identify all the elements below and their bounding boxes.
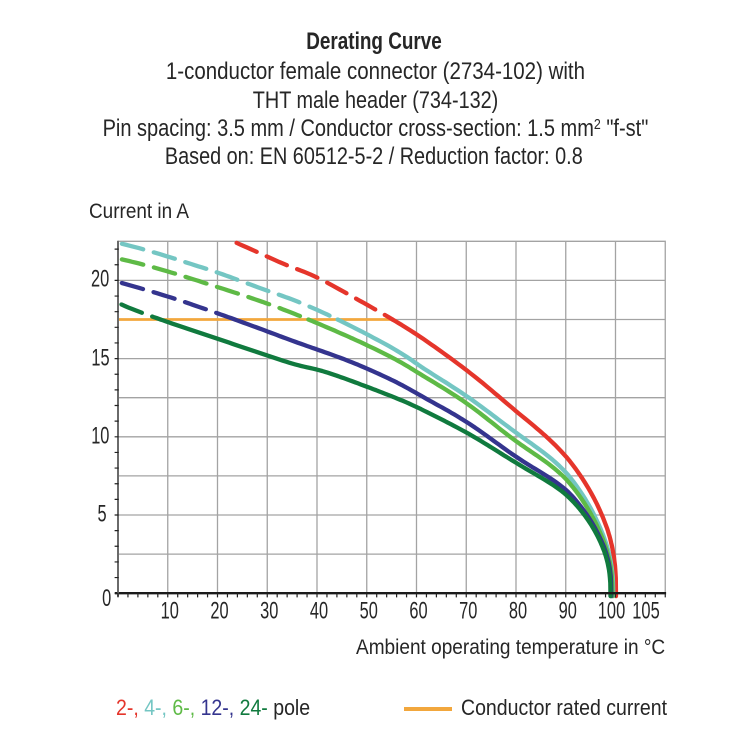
- svg-text:60: 60: [409, 597, 427, 624]
- svg-text:100: 100: [598, 597, 625, 624]
- svg-text:80: 80: [509, 597, 527, 624]
- svg-text:30: 30: [260, 597, 278, 624]
- svg-text:5: 5: [98, 500, 107, 527]
- svg-text:0: 0: [102, 585, 111, 612]
- svg-text:40: 40: [310, 597, 328, 624]
- svg-text:20: 20: [91, 266, 109, 293]
- svg-text:10: 10: [91, 423, 109, 450]
- svg-text:70: 70: [459, 597, 477, 624]
- svg-text:10: 10: [161, 597, 179, 624]
- svg-text:50: 50: [360, 597, 378, 624]
- svg-text:20: 20: [210, 597, 228, 624]
- svg-text:90: 90: [559, 597, 577, 624]
- svg-text:105: 105: [632, 597, 659, 624]
- svg-text:15: 15: [91, 345, 109, 372]
